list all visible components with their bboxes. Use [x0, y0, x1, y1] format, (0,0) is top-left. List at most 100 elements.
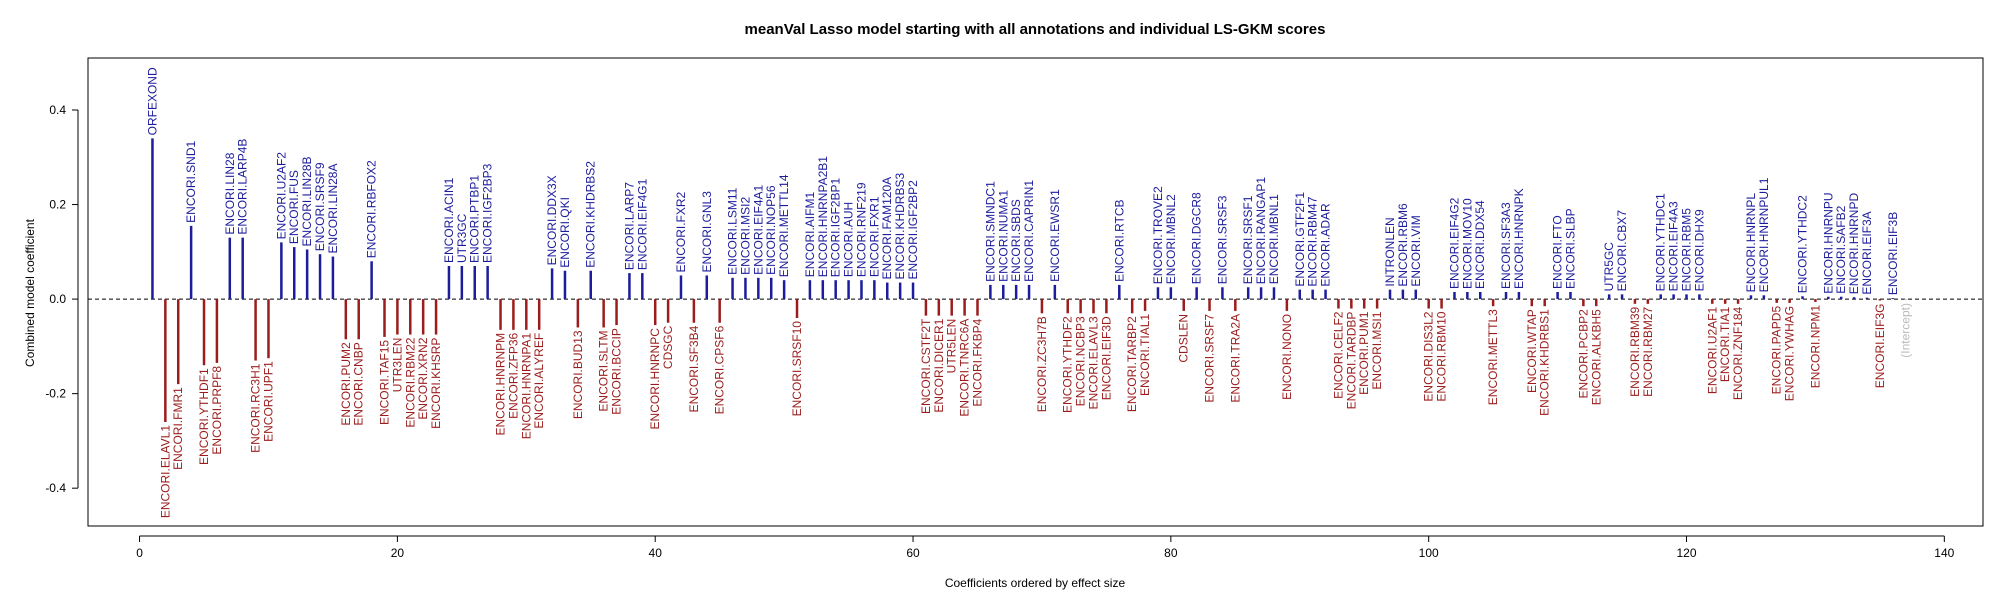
- coefficient-label: ENCORI.FUS: [287, 170, 301, 244]
- coefficient-label: ENCORI.EIF3D: [1099, 316, 1113, 400]
- coefficient-label: ENCORI.SLBP: [1563, 208, 1577, 289]
- coefficient-label: ENCORI.ACIN1: [442, 177, 456, 263]
- coefficient-label: ENCORI.GNL3: [700, 191, 714, 273]
- coefficient-label: ENCORI.NUMA1: [996, 190, 1010, 282]
- coefficient-label: ENCORI.BCCIP: [610, 328, 624, 415]
- coefficient-label: ENCORI.PRPF8: [210, 366, 224, 455]
- coefficient-label: ENCORI.DGCR8: [1190, 192, 1204, 284]
- coefficient-label: ENCORI.IGF2BP2: [906, 180, 920, 280]
- coefficient-label: UTR3LEN: [390, 338, 404, 393]
- coefficient-label: ENCORI.HNRNPD: [1847, 193, 1861, 295]
- coefficient-label: UTR3GC: [455, 213, 469, 263]
- coefficient-label: ENCORI.ELAVL3: [1087, 316, 1101, 409]
- y-tick-label: 0.2: [49, 198, 66, 212]
- coefficient-label: ENCORI.SRSF3: [1215, 195, 1229, 284]
- coefficient-label: ENCORI.PTBP1: [468, 175, 482, 263]
- coefficient-label: ENCORI.IGF2BP3: [481, 163, 495, 263]
- coefficient-label: ENCORI.UPF1: [261, 361, 275, 442]
- coefficient-label: ENCORI.CPSF6: [713, 325, 727, 414]
- coefficient-label: ENCORI.KHDRBS2: [584, 161, 598, 268]
- x-tick-label: 0: [136, 546, 143, 560]
- coefficient-label: ENCORI.SRSF10: [790, 321, 804, 417]
- x-axis: 0 20 40 60 80 100 120 140: [136, 535, 1955, 560]
- coefficient-label: ENCORI.HNRNPA1: [519, 333, 533, 440]
- coefficient-label: ENCORI.MSI1: [1370, 311, 1384, 389]
- coefficient-label: ENCORI.SRSF9: [313, 162, 327, 251]
- coefficient-label: (Intercept): [1899, 303, 1913, 358]
- coefficient-label: ENCORI.DDX3X: [545, 175, 559, 265]
- coefficient-label: ORFEXOND: [145, 67, 159, 135]
- coefficient-label: ENCORI.KHDRBS3: [893, 173, 907, 280]
- coefficient-label: ENCORI.XRN2: [416, 337, 430, 419]
- coefficient-label: ENCORI.RBM6: [1396, 203, 1410, 287]
- coefficient-label: ENCORI.U2AF1: [1705, 306, 1719, 394]
- coefficient-label: ENCORI.LSM11: [726, 187, 740, 274]
- coefficient-label: ENCORI.YTHDC2: [1796, 195, 1810, 293]
- y-tick-label: -0.4: [45, 481, 66, 495]
- coefficient-label: ENCORI.PUM1: [1357, 311, 1371, 395]
- coefficient-label: ENCORI.TAF15: [377, 340, 391, 425]
- coefficient-label: ENCORI.IGF2BP1: [829, 177, 843, 277]
- coefficient-label: ENCORI.METTL3: [1486, 309, 1500, 405]
- coefficient-label: ENCORI.DDX54: [1473, 200, 1487, 289]
- coefficient-label: ENCORI.AIFM1: [803, 192, 817, 278]
- coefficient-label: ENCORI.RBM47: [1306, 196, 1320, 286]
- coefficient-label: ENCORI.YTHDF1: [197, 368, 211, 465]
- coefficient-label: ENCORI.HNRNPC: [648, 328, 662, 430]
- coefficient-label: ENCORI.EIF3B: [1886, 212, 1900, 295]
- coefficient-label: ENCORI.ZFP36: [506, 332, 520, 418]
- y-axis-label: Combined model coefficient: [23, 218, 37, 367]
- coefficient-label: ENCORI.TIAL1: [1138, 314, 1152, 396]
- coefficient-label: ENCORI.CELF2: [1331, 311, 1345, 399]
- coefficient-label: ENCORI.CBX7: [1615, 210, 1629, 292]
- coefficient-label: UTR5GC: [1602, 242, 1616, 292]
- coefficient-label: ENCORI.QKI: [558, 197, 572, 268]
- coefficient-label: ENCORI.RBM5: [1680, 208, 1694, 292]
- coefficient-label: ENCORI.HNRNPM: [494, 333, 508, 436]
- coefficient-label: CDSGC: [661, 325, 675, 369]
- coefficient-label: ENCORI.RBM22: [403, 337, 417, 427]
- coefficient-label: ENCORI.HNRNPL: [1744, 193, 1758, 293]
- coefficient-label: ENCORI.FKBP4: [970, 318, 984, 406]
- x-tick-label: 60: [906, 546, 920, 560]
- x-tick-label: 140: [1934, 546, 1954, 560]
- coefficient-label: ENCORI.ZNF184: [1731, 306, 1745, 400]
- coefficient-label: ENCORI.U2AF2: [274, 152, 288, 240]
- plot-frame: [87, 57, 1984, 527]
- coefficient-label: ENCORI.CAPRIN1: [1022, 180, 1036, 282]
- coefficient-label: ENCORI.LIN28A: [326, 164, 340, 254]
- coefficient-label: ENCORI.FAM120A: [880, 177, 894, 280]
- coefficient-label: ENCORI.TARBP2: [1125, 316, 1139, 412]
- coefficient-label: ENCORI.FXR1: [867, 196, 881, 277]
- coefficient-label: ENCORI.MBNL1: [1267, 194, 1281, 284]
- coefficient-label: ENCORI.TRA2A: [1228, 314, 1242, 403]
- coefficient-label: CDSLEN: [1177, 314, 1191, 363]
- coefficient-label: ENCORI.RBM27: [1641, 307, 1655, 397]
- coefficient-label: ENCORI.MBNL2: [1164, 194, 1178, 284]
- y-tick-label: 0.0: [49, 292, 66, 306]
- y-tick-label: 0.4: [49, 103, 66, 117]
- coefficient-label: ENCORI.PUM2: [339, 342, 353, 426]
- coefficient-label: ENCORI.HNRNPU: [1821, 192, 1835, 293]
- coefficient-label: ENCORI.FMR1: [171, 387, 185, 470]
- coefficient-label: ENCORI.DICER1: [932, 318, 946, 412]
- chart-title: meanVal Lasso model starting with all an…: [745, 21, 1326, 38]
- coefficient-label: ENCORI.NCBP3: [1074, 316, 1088, 406]
- coefficient-label: ENCORI.FTO: [1551, 215, 1565, 289]
- coefficient-label: ENCORI.MOV10: [1460, 198, 1474, 289]
- coefficient-label: ENCORI.SLTM: [597, 330, 611, 411]
- coefficient-label: ENCORI.FXR2: [674, 191, 688, 272]
- coefficient-label: ENCORI.EWSR1: [1048, 189, 1062, 282]
- coefficient-label: ENCORI.ALYREF: [532, 333, 546, 429]
- coefficient-label: ENCORI.LARP4B: [236, 139, 250, 235]
- coefficient-label: ENCORI.RBM39: [1628, 307, 1642, 397]
- coefficient-label: ENCORI.SND1: [184, 140, 198, 222]
- coefficient-label: ENCORI.NONO: [1280, 314, 1294, 400]
- coefficient-label: ENCORI.WTAP: [1525, 309, 1539, 393]
- coefficient-label: ENCORI.RC3H1: [249, 363, 263, 453]
- coefficient-label: ENCORI.DIS3L2: [1422, 311, 1436, 401]
- coefficient-label: INTRONLEN: [1383, 217, 1397, 286]
- coefficient-label: ENCORI.EIF4A1: [751, 184, 765, 274]
- coefficient-label: ENCORI.RBFOX2: [365, 160, 379, 258]
